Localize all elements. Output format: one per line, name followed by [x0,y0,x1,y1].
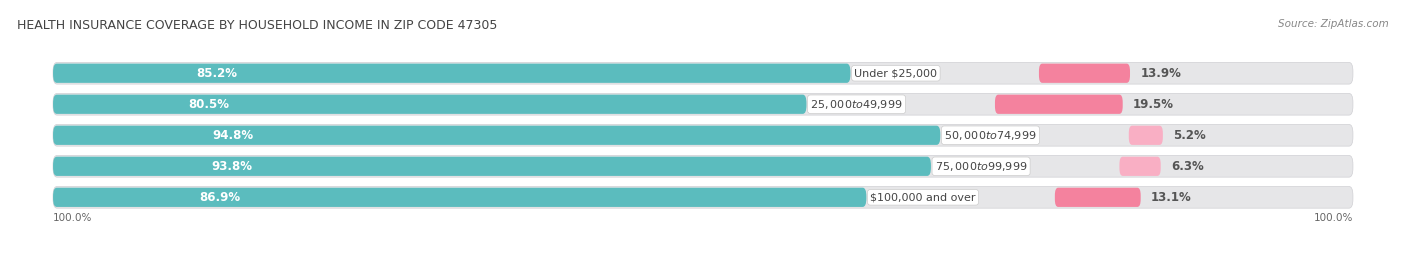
FancyBboxPatch shape [53,64,851,83]
Text: $100,000 and over: $100,000 and over [870,192,976,202]
Text: 93.8%: 93.8% [211,160,252,173]
Text: 86.9%: 86.9% [200,191,240,204]
FancyBboxPatch shape [1054,188,1140,207]
FancyBboxPatch shape [1119,157,1161,176]
Text: 100.0%: 100.0% [53,213,93,224]
Text: Under $25,000: Under $25,000 [855,68,938,78]
FancyBboxPatch shape [53,157,931,176]
Text: 19.5%: 19.5% [1133,98,1174,111]
FancyBboxPatch shape [995,95,1123,114]
FancyBboxPatch shape [53,93,1353,115]
Text: 5.2%: 5.2% [1173,129,1206,142]
Text: 6.3%: 6.3% [1171,160,1204,173]
Text: 13.9%: 13.9% [1140,67,1181,80]
Text: $50,000 to $74,999: $50,000 to $74,999 [945,129,1036,142]
FancyBboxPatch shape [53,155,1353,177]
Text: 100.0%: 100.0% [1313,213,1353,224]
FancyBboxPatch shape [53,125,1353,146]
FancyBboxPatch shape [53,126,941,145]
Text: Source: ZipAtlas.com: Source: ZipAtlas.com [1278,19,1389,29]
FancyBboxPatch shape [1039,64,1130,83]
Text: 80.5%: 80.5% [188,98,229,111]
FancyBboxPatch shape [53,95,807,114]
FancyBboxPatch shape [1129,126,1163,145]
Text: $25,000 to $49,999: $25,000 to $49,999 [810,98,903,111]
FancyBboxPatch shape [53,188,866,207]
Text: $75,000 to $99,999: $75,000 to $99,999 [935,160,1028,173]
FancyBboxPatch shape [53,186,1353,208]
Text: 13.1%: 13.1% [1152,191,1192,204]
FancyBboxPatch shape [53,62,1353,84]
Text: 85.2%: 85.2% [197,67,238,80]
Text: 94.8%: 94.8% [212,129,254,142]
Text: HEALTH INSURANCE COVERAGE BY HOUSEHOLD INCOME IN ZIP CODE 47305: HEALTH INSURANCE COVERAGE BY HOUSEHOLD I… [17,19,498,32]
